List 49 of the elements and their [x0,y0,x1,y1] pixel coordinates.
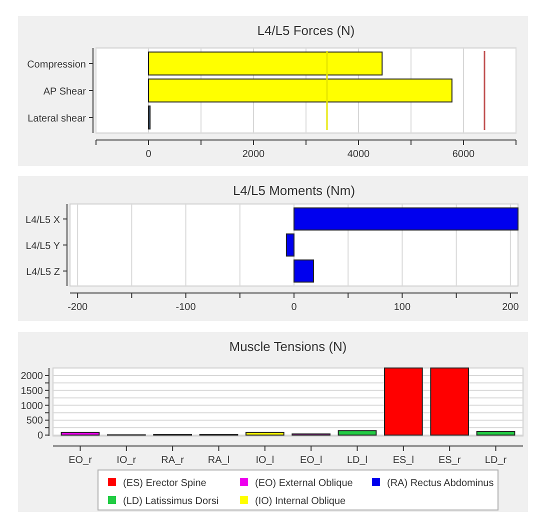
x-tick-label: ES_r [438,455,462,466]
y-tick-label: L4/L5 X [26,214,60,226]
legend-label: (ES) Erector Spine [123,478,207,489]
x-tick-label: LD_r [484,455,508,466]
bar [245,432,284,436]
y-tick-label: AP Shear [43,86,87,98]
x-tick-label: LD_l [346,455,368,466]
x-tick-label: 0 [146,149,152,160]
x-tick-label: 100 [394,302,411,313]
bar [384,368,423,436]
bar [294,207,518,231]
y-tick-label: Compression [27,60,86,71]
bar [294,259,314,283]
x-tick-label: RA_l [208,455,230,466]
bar [476,431,516,436]
x-tick-label: 4000 [347,149,370,160]
bar [430,368,470,436]
x-tick-label: -200 [68,302,88,313]
legend-label: (IO) Internal Oblique [255,496,346,507]
bar [148,78,452,102]
y-tick-label: Lateral shear [28,113,87,124]
bar [338,430,377,436]
y-tick-label: 1000 [20,400,44,412]
y-tick-label: L4/L5 Z [26,267,60,278]
x-tick-label: IO_r [116,455,137,466]
x-tick-label: EO_l [300,455,322,466]
y-tick-label: L4/L5 Y [26,241,60,252]
y-tick-label: 2000 [20,370,44,382]
x-tick-label: RA_r [161,455,185,466]
y-tick-label: 0 [37,430,44,442]
x-tick-label: IO_l [256,455,274,466]
x-tick-label: -100 [176,302,196,313]
legend-label: (LD) Latissimus Dorsi [123,496,219,507]
bar [60,432,100,436]
chart-title: L4/L5 Moments (Nm) [232,183,356,198]
x-tick-label: 0 [291,302,298,313]
x-tick-label: EO_r [68,455,93,466]
legend-label: (EO) External Oblique [255,478,354,489]
x-tick-label: 6000 [452,149,476,160]
bar [286,233,294,257]
x-tick-label: ES_l [392,455,414,466]
bar [148,52,383,76]
chart-title: Muscle Tensions (N) [229,339,347,354]
legend-label: (RA) Rectus Abdominus [387,478,494,489]
x-tick-label: 200 [502,302,520,313]
x-tick-label: 2000 [242,149,266,160]
y-tick-label: 500 [26,416,44,427]
chart-title: L4/L5 Forces (N) [257,23,355,38]
y-tick-label: 1500 [20,386,44,397]
